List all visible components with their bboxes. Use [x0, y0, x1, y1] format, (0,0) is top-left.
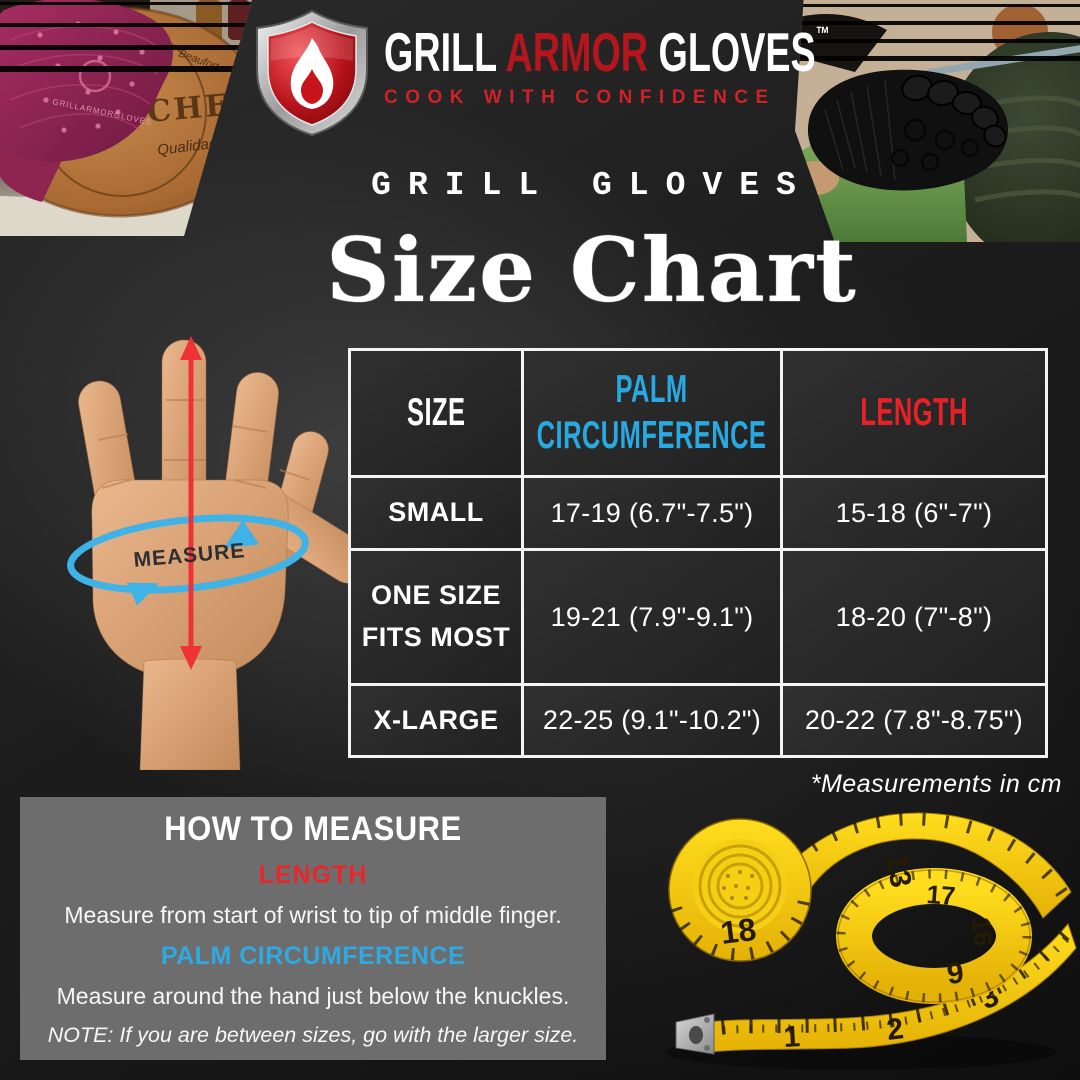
trademark-symbol: ™	[815, 22, 830, 46]
length-arrow-icon	[180, 336, 202, 670]
table-row-xlarge-label: X-LARGE	[351, 686, 521, 755]
black-glove-scene	[795, 0, 1080, 242]
shield-flame-icon	[256, 9, 368, 137]
tape-metal-tip	[675, 1013, 715, 1055]
brand-word-gloves: GLOVES	[658, 21, 816, 83]
brand-word-grill: GRILL	[384, 21, 497, 83]
tape-number-16: 16	[966, 916, 998, 947]
logo-text: GRILL ARMOR GLOVES™ COOK WITH CONFIDENCE	[384, 6, 928, 140]
table-row-osfm-label: ONE SIZE FITS MOST	[351, 551, 521, 683]
how-to-measure-title: HOW TO MEASURE	[164, 809, 462, 848]
length-instruction: Measure from start of wrist to tip of mi…	[64, 902, 562, 928]
maroon-glove-scene: Beaufort CHEESE Qualidade GRILLARMORGLOV…	[0, 0, 252, 236]
column-header-palm-circumference: PALM CIRCUMFERENCE	[524, 351, 780, 475]
table-row-osfm-palm: 19-21 (7.9"-9.1")	[524, 551, 780, 683]
hand-measure-figure: MEASURE	[28, 330, 352, 770]
length-label: LENGTH	[258, 861, 368, 889]
photo-black-glove-grill	[795, 0, 1080, 242]
tape-number-18: 18	[718, 911, 758, 951]
grate-lines-right	[795, 4, 1080, 61]
table-row-small-palm: 17-19 (6.7"-7.5")	[524, 478, 780, 548]
table-row-xlarge-length: 20-22 (7.8"-8.75")	[783, 686, 1045, 755]
table-row-osfm-length: 18-20 (7"-8")	[783, 551, 1045, 683]
how-to-measure-panel: HOW TO MEASURE LENGTH Measure from start…	[20, 797, 606, 1060]
brand-word-armor: ARMOR	[505, 21, 649, 83]
column-header-size: SIZE	[351, 351, 521, 475]
tape-upper-ribbon: 13	[785, 812, 1072, 919]
tape-number-2: 2	[885, 1012, 906, 1047]
glove-logo-swirl	[78, 59, 112, 93]
table-row-small-length: 15-18 (6"-7")	[783, 478, 1045, 548]
hand-illustration: MEASURE	[67, 336, 352, 770]
page-title: Size Chart	[326, 218, 858, 322]
tape-number-17: 17	[926, 879, 957, 911]
measurements-footnote: *Measurements in cm	[810, 770, 1062, 798]
photo-maroon-gloves-board: Beaufort CHEESE Qualidade GRILLARMORGLOV…	[0, 0, 252, 236]
kicker-grill-gloves: GRILL GLOVES	[371, 167, 813, 204]
sizing-note: NOTE: If you are between sizes, go with …	[47, 1023, 579, 1047]
tape-number-13: 13	[879, 851, 917, 890]
maroon-glove	[0, 0, 173, 162]
size-chart-table: SIZE PALM CIRCUMFERENCE LENGTH SMALL 17-…	[348, 348, 1048, 758]
grill-body	[945, 32, 1080, 242]
column-header-length: LENGTH	[783, 351, 1045, 475]
tape-right-coil: 17 16 9	[836, 868, 1032, 1004]
bottle-red	[228, 0, 250, 40]
table-row-xlarge-palm: 22-25 (9.1"-10.2")	[524, 686, 780, 755]
tape-number-1: 1	[783, 1020, 801, 1054]
palm-circumference-label: PALM CIRCUMFERENCE	[160, 942, 466, 970]
grate-lines-left	[0, 2, 252, 72]
tape-left-coil: 18	[668, 818, 812, 962]
measuring-tape-illustration: 1 2 3 17 16 9 13	[666, 812, 1077, 1070]
palm-instruction: Measure around the hand just below the k…	[56, 983, 570, 1009]
brand-logo: GRILL ARMOR GLOVES™ COOK WITH CONFIDENCE	[248, 6, 928, 140]
measuring-tape-figure: 1 2 3 17 16 9 13	[636, 798, 1080, 1080]
tape-number-9: 9	[945, 956, 965, 991]
brand-tagline: COOK WITH CONFIDENCE	[384, 87, 776, 108]
brand-name: GRILL ARMOR GLOVES™	[384, 24, 830, 79]
table-row-small-label: SMALL	[351, 478, 521, 548]
